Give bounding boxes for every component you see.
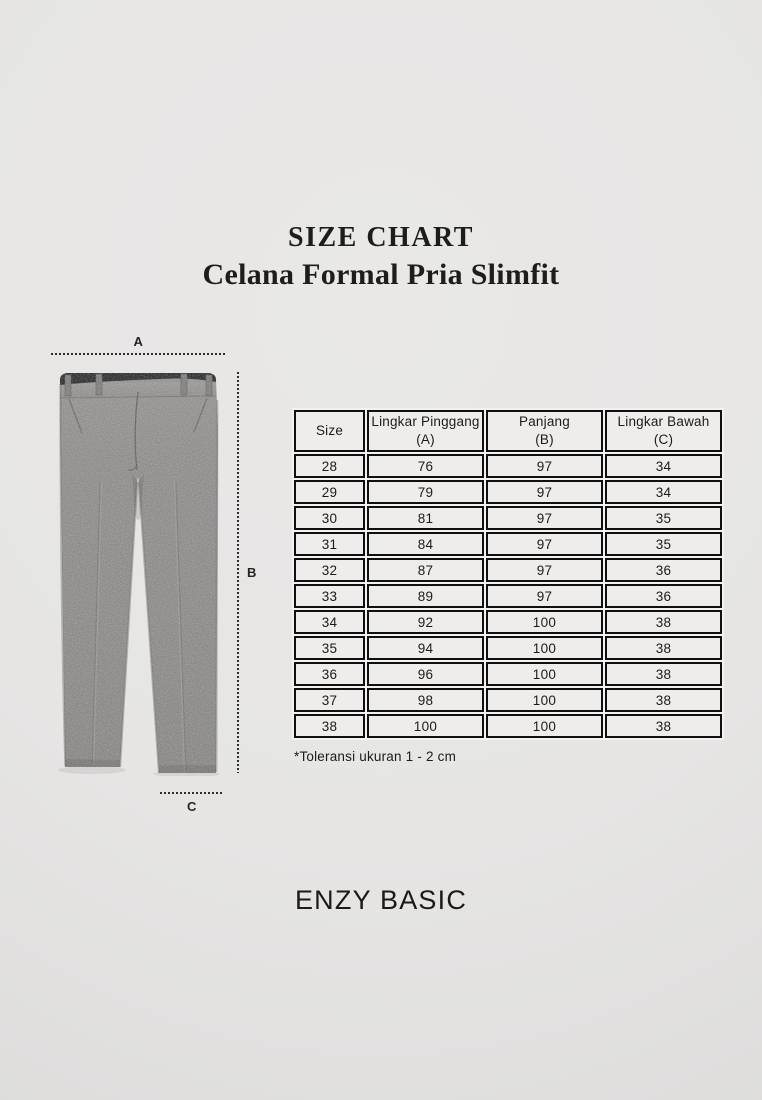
size-cell: 98	[367, 688, 484, 712]
column-header: Size	[294, 410, 365, 452]
size-cell: 32	[294, 558, 365, 582]
size-cell: 38	[605, 610, 722, 634]
size-cell: 100	[486, 636, 603, 660]
size-cell: 97	[486, 532, 603, 556]
size-cell: 89	[367, 584, 484, 608]
size-row: 37 98 100 38	[294, 688, 722, 712]
brand-logo-text: ENZY BASIC	[294, 885, 468, 915]
measure-line-c	[160, 792, 224, 794]
column-header: Lingkar Bawah (C)	[605, 410, 722, 452]
size-cell: 94	[367, 636, 484, 660]
page-subtitle: Celana Formal Pria Slimfit	[202, 258, 560, 291]
size-cell: 92	[367, 610, 484, 634]
measure-label-b: B	[247, 565, 257, 580]
size-cell: 38	[605, 688, 722, 712]
measure-line-b	[237, 372, 239, 773]
size-cell: 100	[486, 714, 603, 738]
size-row: 34 92 100 38	[294, 610, 722, 634]
size-row: 35 94 100 38	[294, 636, 722, 660]
size-cell: 84	[367, 532, 484, 556]
size-cell: 100	[486, 610, 603, 634]
size-cell: 36	[605, 558, 722, 582]
measure-line-a	[51, 353, 226, 355]
size-row: 28 76 97 34	[294, 454, 722, 478]
size-cell: 96	[367, 662, 484, 686]
size-row: 33 89 97 36	[294, 584, 722, 608]
size-cell: 34	[605, 454, 722, 478]
page-title: SIZE CHART	[288, 222, 474, 253]
column-header: Panjang (B)	[486, 410, 603, 452]
size-cell: 100	[486, 662, 603, 686]
size-row: 38 100 100 38	[294, 714, 722, 738]
size-row: 29 79 97 34	[294, 480, 722, 504]
size-cell: 79	[367, 480, 484, 504]
size-row: 36 96 100 38	[294, 662, 722, 686]
size-cell: 37	[294, 688, 365, 712]
size-cell: 33	[294, 584, 365, 608]
size-cell: 97	[486, 454, 603, 478]
size-row: 32 87 97 36	[294, 558, 722, 582]
size-cell: 100	[367, 714, 484, 738]
pants-photo	[58, 373, 219, 776]
size-cell: 97	[486, 480, 603, 504]
size-cell: 100	[486, 688, 603, 712]
size-cell: 35	[605, 532, 722, 556]
size-cell: 97	[486, 584, 603, 608]
size-cell: 87	[367, 558, 484, 582]
size-cell: 31	[294, 532, 365, 556]
size-cell: 97	[486, 506, 603, 530]
pants-measurement-diagram: A B C	[48, 334, 272, 818]
column-header: Lingkar Pinggang (A)	[367, 410, 484, 452]
size-cell: 76	[367, 454, 484, 478]
size-cell: 34	[294, 610, 365, 634]
pants-shadow	[58, 766, 126, 774]
size-row: 30 81 97 35	[294, 506, 722, 530]
size-cell: 38	[605, 636, 722, 660]
size-table: Size Lingkar Pinggang (A) Panjang (B) Lingkar…	[292, 408, 724, 740]
size-row: 31 84 97 35	[294, 532, 722, 556]
size-cell: 30	[294, 506, 365, 530]
size-cell: 36	[294, 662, 365, 686]
size-table-header-row: Size Lingkar Pinggang (A) Panjang (B) Lingkar…	[294, 410, 722, 452]
size-cell: 38	[605, 662, 722, 686]
size-cell: 35	[605, 506, 722, 530]
size-cell: 28	[294, 454, 365, 478]
measure-label-a: A	[133, 334, 144, 349]
measure-label-c: C	[187, 799, 197, 814]
size-cell: 36	[605, 584, 722, 608]
size-cell: 29	[294, 480, 365, 504]
size-cell: 97	[486, 558, 603, 582]
size-cell: 35	[294, 636, 365, 660]
size-cell: 34	[605, 480, 722, 504]
size-cell: 81	[367, 506, 484, 530]
size-cell: 38	[605, 714, 722, 738]
tolerance-note: *Toleransi ukuran 1 - 2 cm	[294, 749, 457, 764]
size-cell: 38	[294, 714, 365, 738]
